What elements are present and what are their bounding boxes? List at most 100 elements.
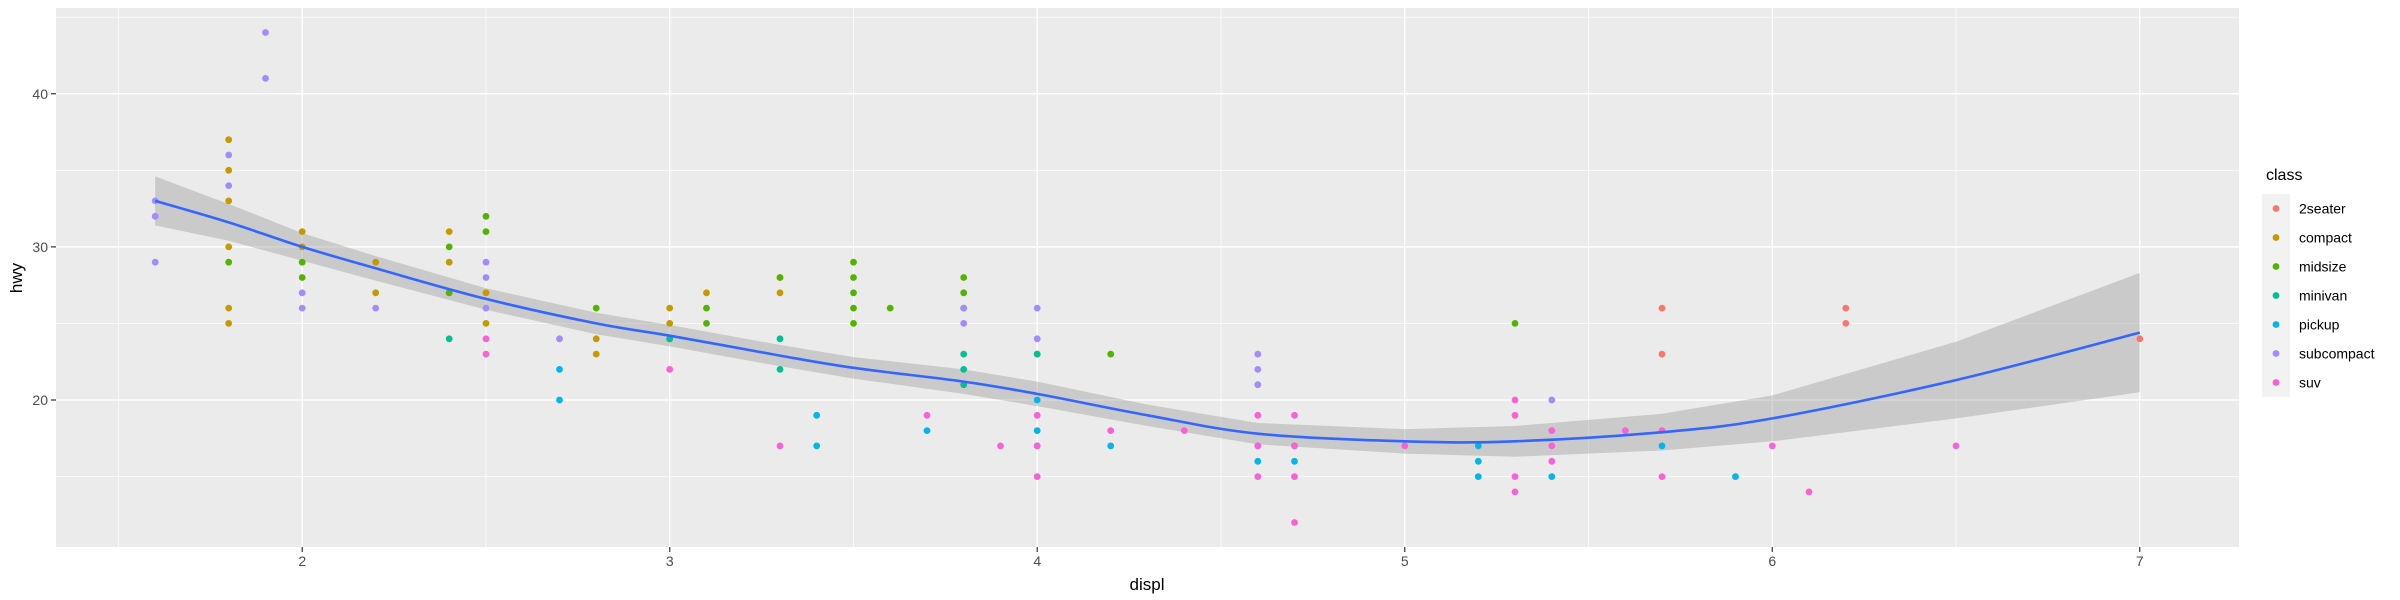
- point-midsize: [445, 243, 453, 251]
- point-pickup: [1474, 473, 1482, 480]
- point-suv: [1254, 442, 1262, 450]
- point-suv: [1805, 488, 1813, 496]
- point-midsize: [1107, 350, 1115, 358]
- point-suv: [1952, 442, 1960, 450]
- point-suv: [1033, 411, 1041, 419]
- point-suv: [776, 442, 784, 450]
- point-subcompact: [262, 75, 269, 82]
- point-2seater: [2136, 335, 2144, 343]
- point-pickup: [1732, 473, 1739, 480]
- point-compact: [225, 136, 233, 144]
- plot-panel: [56, 8, 2239, 547]
- legend: class 2seater compact midsize minivan pickup…: [2262, 167, 2375, 397]
- y-tick-label: 40: [32, 86, 48, 102]
- legend-keys: 2seater compact midsize minivan pickup subcom…: [2262, 194, 2375, 397]
- point-compact: [482, 289, 490, 297]
- y-tick-label: 30: [32, 239, 48, 255]
- point-minivan: [1033, 350, 1041, 358]
- point-suv: [1291, 519, 1298, 526]
- point-pickup: [1548, 473, 1556, 480]
- point-suv: [1033, 473, 1041, 480]
- legend-label: compact: [2299, 230, 2352, 246]
- point-minivan: [776, 366, 784, 373]
- point-subcompact: [482, 274, 490, 281]
- point-subcompact: [1254, 381, 1262, 389]
- confidence-ribbon: [155, 176, 2140, 457]
- point-subcompact: [372, 304, 380, 312]
- legend-key-minivan: [2272, 292, 2280, 299]
- point-suv: [1291, 473, 1298, 480]
- point-compact: [225, 166, 233, 174]
- point-subcompact: [482, 304, 490, 312]
- point-minivan: [960, 350, 968, 358]
- point-pickup: [1254, 457, 1262, 465]
- legend-key-subcompact: [2272, 350, 2280, 357]
- point-suv: [1548, 457, 1556, 465]
- point-compact: [225, 243, 233, 251]
- point-midsize: [703, 320, 710, 327]
- point-suv: [1511, 473, 1519, 480]
- legend-key-2seater: [2272, 205, 2280, 212]
- point-subcompact: [1548, 396, 1556, 404]
- point-compact: [592, 335, 600, 343]
- x-axis-ticks: 2 3 4 5 6 7: [298, 547, 2144, 569]
- point-pickup: [1107, 442, 1115, 450]
- point-pickup: [923, 427, 931, 434]
- point-midsize: [298, 258, 306, 266]
- x-tick-label: 3: [666, 553, 674, 569]
- point-minivan: [960, 366, 968, 373]
- point-midsize: [592, 304, 600, 312]
- point-pickup: [813, 442, 821, 450]
- legend-key-suv: [2272, 379, 2280, 386]
- legend-key-pickup: [2272, 321, 2280, 328]
- y-axis-ticks: 20 30 40: [32, 86, 56, 408]
- point-subcompact: [960, 320, 968, 327]
- point-pickup: [1474, 457, 1482, 465]
- legend-title: class: [2266, 167, 2302, 184]
- legend-key-compact: [2272, 234, 2280, 241]
- point-compact: [666, 304, 674, 312]
- point-subcompact: [225, 151, 233, 159]
- point-pickup: [813, 411, 821, 419]
- point-subcompact: [298, 304, 306, 312]
- point-suv: [1511, 396, 1519, 404]
- point-pickup: [556, 396, 563, 404]
- point-suv: [1291, 411, 1298, 419]
- point-subcompact: [151, 258, 159, 266]
- smooth-trend-line: [154, 199, 2141, 444]
- point-midsize: [850, 304, 857, 312]
- point-suv: [482, 350, 490, 358]
- point-midsize: [225, 258, 233, 266]
- x-tick-label: 5: [1401, 553, 1409, 569]
- point-suv: [1180, 427, 1188, 434]
- point-suv: [1511, 411, 1519, 419]
- legend-label: 2seater: [2299, 201, 2346, 217]
- point-2seater: [1842, 304, 1850, 312]
- point-2seater: [1658, 350, 1666, 358]
- point-subcompact: [151, 212, 159, 220]
- point-suv: [1401, 442, 1409, 450]
- point-subcompact: [298, 289, 306, 297]
- point-midsize: [850, 289, 857, 297]
- x-tick-label: 2: [298, 553, 306, 569]
- point-suv: [1511, 488, 1519, 496]
- legend-label: pickup: [2299, 317, 2340, 333]
- point-compact: [445, 228, 453, 236]
- point-compact: [666, 320, 674, 327]
- point-suv: [1033, 442, 1041, 450]
- point-subcompact: [1254, 366, 1262, 373]
- x-tick-label: 6: [1768, 553, 1776, 569]
- point-subcompact: [482, 258, 490, 266]
- point-midsize: [482, 228, 490, 236]
- point-compact: [225, 304, 233, 312]
- point-midsize: [850, 274, 857, 281]
- point-minivan: [776, 335, 784, 343]
- point-suv: [1548, 442, 1556, 450]
- point-pickup: [556, 366, 563, 373]
- point-subcompact: [960, 304, 968, 312]
- legend-label: subcompact: [2299, 346, 2375, 362]
- point-pickup: [1033, 396, 1041, 404]
- point-midsize: [298, 274, 306, 281]
- point-suv: [1658, 473, 1666, 480]
